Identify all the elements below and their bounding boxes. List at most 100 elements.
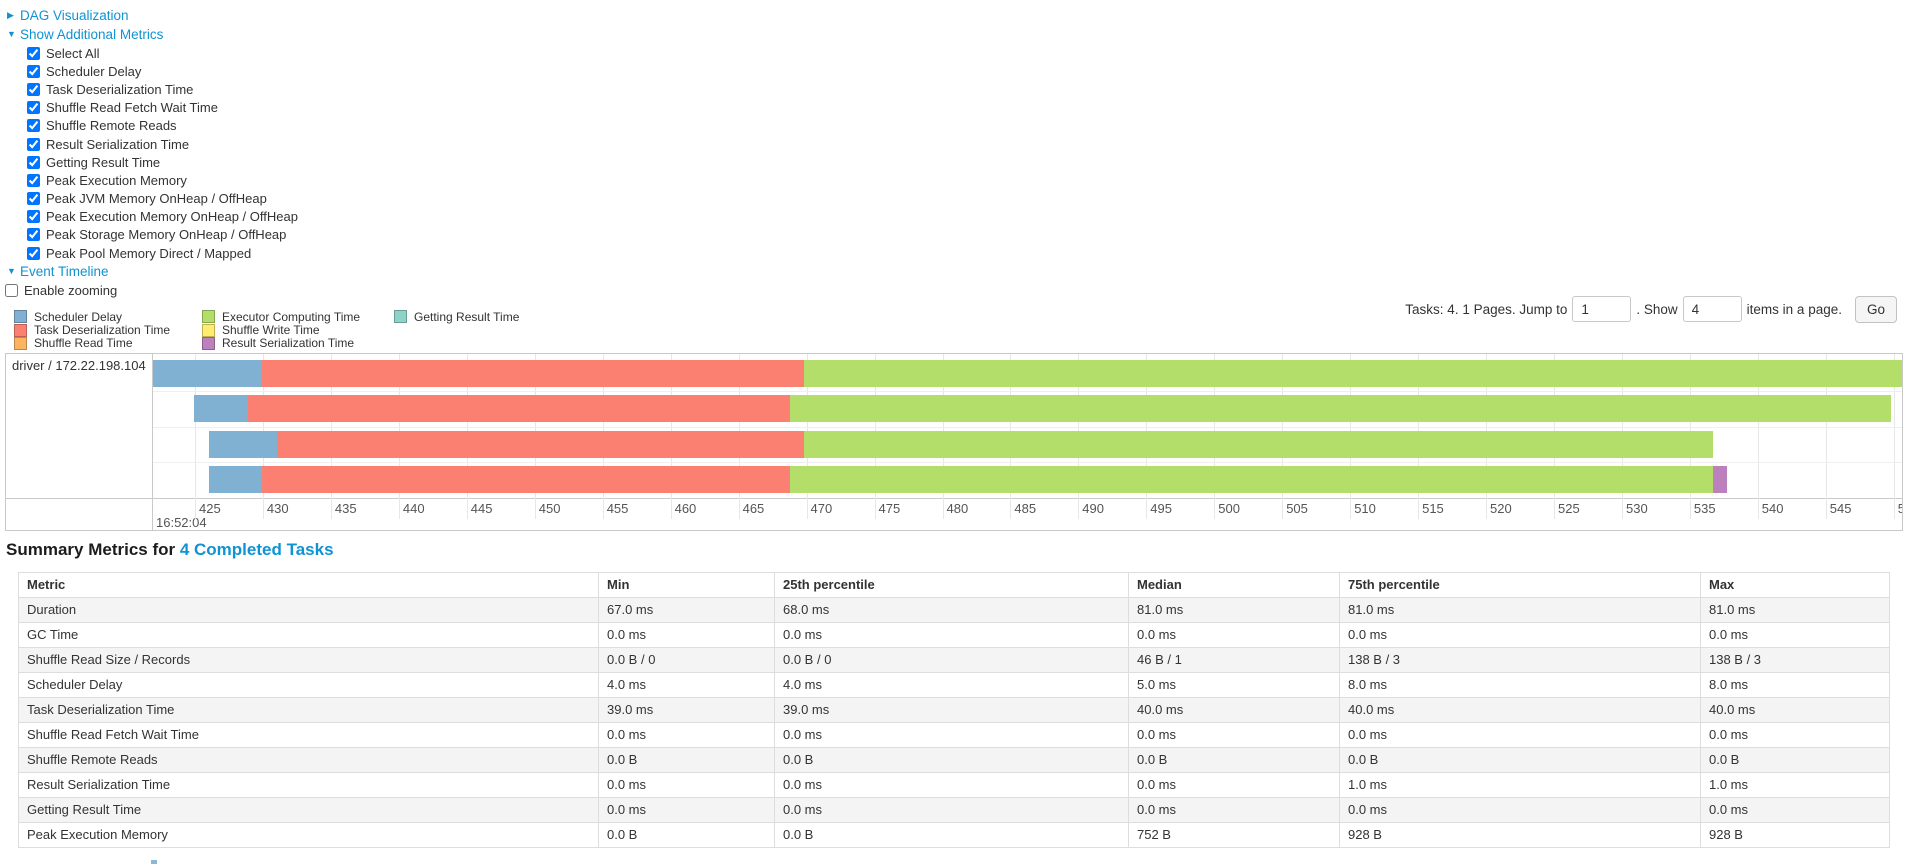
metric-checkbox-peak-storage-memory-onheap-offheap[interactable] — [27, 228, 40, 242]
completed-tasks-link[interactable]: 4 Completed Tasks — [179, 540, 334, 559]
metric-value-cell: 39.0 ms — [598, 697, 775, 723]
metric-value-cell: 0.0 ms — [1128, 722, 1340, 748]
metric-checkbox-select-all[interactable] — [27, 46, 40, 60]
metric-checkbox-task-deserialization-time[interactable] — [27, 82, 40, 96]
task-3-segment-task-deserialization-time — [261, 466, 791, 493]
task-2-segment-scheduler-delay — [208, 431, 277, 458]
metric-checkbox-peak-execution-memory[interactable] — [27, 173, 40, 187]
metric-checkbox-result-serialization-time[interactable] — [27, 137, 40, 151]
summary-header-metric: Metric — [18, 572, 599, 598]
metric-value-cell: 0.0 B / 0 — [598, 647, 775, 673]
task-1-segment-scheduler-delay — [193, 395, 248, 422]
metric-name-cell: Result Serialization Time — [18, 772, 599, 798]
metric-value-cell: 0.0 ms — [1700, 622, 1890, 648]
axis-tick — [398, 498, 400, 519]
metric-label: Result Serialization Time — [46, 136, 190, 152]
metric-value-cell: 68.0 ms — [774, 597, 1129, 623]
metric-label: Getting Result Time — [46, 154, 161, 170]
task-0-segment-scheduler-delay — [152, 360, 262, 387]
metric-checkbox-getting-result-time[interactable] — [27, 155, 40, 169]
event-timeline-toggle[interactable]: ▼ Event Timeline — [7, 262, 298, 281]
metric-option-shuffle-read-fetch-wait-time[interactable]: Shuffle Read Fetch Wait Time — [27, 99, 298, 117]
metric-value-cell: 1.0 ms — [1339, 772, 1701, 798]
legend-label: Getting Result Time — [414, 309, 520, 324]
task-3-segment-result-serialization-time — [1713, 466, 1727, 493]
gridline — [1622, 354, 1623, 498]
metric-name-cell: GC Time — [18, 622, 599, 648]
metric-option-peak-execution-memory-onheap-offheap[interactable]: Peak Execution Memory OnHeap / OffHeap — [27, 208, 298, 226]
metric-checkbox-shuffle-remote-reads[interactable] — [27, 119, 40, 133]
metric-option-result-serialization-time[interactable]: Result Serialization Time — [27, 135, 298, 153]
metric-option-getting-result-time[interactable]: Getting Result Time — [27, 153, 298, 171]
legend-label: Scheduler Delay — [34, 309, 123, 324]
metric-name-cell: Peak Execution Memory — [18, 822, 599, 848]
metric-label: Peak Execution Memory — [46, 172, 187, 188]
partial-next-section — [151, 860, 157, 864]
metric-checkbox-peak-pool-memory-direct-mapped[interactable] — [27, 246, 40, 260]
metric-checkbox-peak-jvm-memory-onheap-offheap[interactable] — [27, 192, 40, 206]
dag-visualization-link[interactable]: DAG Visualization — [20, 8, 129, 23]
enable-zooming-checkbox[interactable] — [5, 283, 18, 297]
metric-option-peak-execution-memory[interactable]: Peak Execution Memory — [27, 171, 298, 189]
axis-tick-label: 480 — [946, 501, 969, 516]
task-pagination: Tasks: 4. 1 Pages. Jump to . Show items … — [1400, 295, 1897, 323]
metric-value-cell: 40.0 ms — [1339, 697, 1701, 723]
metric-checkbox-scheduler-delay[interactable] — [27, 64, 40, 78]
gridline — [1554, 354, 1555, 498]
axis-tick-label: 465 — [742, 501, 765, 516]
event-timeline-link[interactable]: Event Timeline — [20, 264, 109, 280]
metric-value-cell: 81.0 ms — [1700, 597, 1890, 623]
axis-tick-label: 435 — [334, 501, 357, 516]
task-2-segment-task-deserialization-time — [276, 431, 804, 458]
axis-tick — [1282, 498, 1284, 519]
metric-option-peak-jvm-memory-onheap-offheap[interactable]: Peak JVM Memory OnHeap / OffHeap — [27, 190, 298, 208]
metric-option-select-all[interactable]: Select All — [27, 44, 298, 62]
axis-tick-label: 535 — [1693, 501, 1716, 516]
enable-zooming-row[interactable]: Enable zooming — [5, 281, 298, 299]
axis-tick — [806, 498, 808, 519]
metric-option-peak-storage-memory-onheap-offheap[interactable]: Peak Storage Memory OnHeap / OffHeap — [27, 226, 298, 244]
chevron-down-icon: ▼ — [7, 29, 16, 39]
show-additional-metrics-link[interactable]: Show Additional Metrics — [20, 27, 164, 42]
metric-name-cell: Shuffle Read Size / Records — [18, 647, 599, 673]
go-button[interactable]: Go — [1854, 295, 1897, 323]
metric-option-task-deserialization-time[interactable]: Task Deserialization Time — [27, 80, 298, 98]
axis-tick — [738, 498, 740, 519]
metric-checkbox-peak-execution-memory-onheap-offheap[interactable] — [27, 210, 40, 224]
gridline — [466, 354, 468, 498]
metric-label: Peak Execution Memory OnHeap / OffHeap — [46, 209, 298, 225]
summary-row-peak-execution-memory: Peak Execution Memory 0.0 B 0.0 B 752 B 928 … — [18, 822, 1890, 848]
legend-swatch-icon — [14, 323, 27, 337]
items-per-page-input[interactable] — [1682, 296, 1742, 322]
axis-tick-label: 490 — [1082, 501, 1104, 516]
legend-item-getting-result-time: Getting Result Time — [394, 309, 520, 324]
metric-label: Select All — [46, 45, 100, 61]
metric-option-peak-pool-memory-direct-mapped[interactable]: Peak Pool Memory Direct / Mapped — [27, 244, 298, 262]
show-additional-metrics-toggle[interactable]: ▼ Show Additional Metrics — [7, 25, 298, 44]
metric-label: Scheduler Delay — [46, 63, 142, 79]
metric-value-cell: 40.0 ms — [1700, 697, 1890, 723]
chevron-right-icon: ▶ — [7, 10, 14, 20]
axis-tick-label: 430 — [266, 501, 289, 516]
metric-option-scheduler-delay[interactable]: Scheduler Delay — [27, 62, 298, 80]
metric-checkbox-shuffle-read-fetch-wait-time[interactable] — [27, 101, 40, 115]
legend-swatch-icon — [202, 336, 215, 350]
legend-item-task-deserialization-time: Task Deserialization Time — [14, 323, 170, 337]
axis-tick-label: 525 — [1558, 501, 1580, 516]
metric-option-shuffle-remote-reads[interactable]: Shuffle Remote Reads — [27, 117, 298, 135]
summary-row-duration: Duration 67.0 ms 68.0 ms 81.0 ms 81.0 ms 81.0… — [18, 597, 1890, 623]
metric-value-cell: 0.0 B — [1339, 747, 1701, 773]
legend-item-shuffle-write-time: Shuffle Write Time — [202, 323, 360, 337]
summary-metrics-heading: Summary Metrics for 4 Completed Tasks — [6, 540, 334, 560]
dag-visualization-toggle[interactable]: ▶ DAG Visualization — [7, 6, 298, 25]
axis-tick — [195, 498, 196, 519]
axis-tick — [1757, 498, 1759, 519]
metric-label: Peak Pool Memory Direct / Mapped — [46, 245, 252, 261]
jump-to-page-input[interactable] — [1572, 296, 1632, 322]
metric-value-cell: 81.0 ms — [1128, 597, 1340, 623]
metric-label: Shuffle Read Fetch Wait Time — [46, 100, 218, 116]
metric-label: Peak JVM Memory OnHeap / OffHeap — [46, 191, 267, 207]
metric-value-cell: 0.0 ms — [774, 722, 1129, 748]
axis-line — [6, 498, 1902, 499]
